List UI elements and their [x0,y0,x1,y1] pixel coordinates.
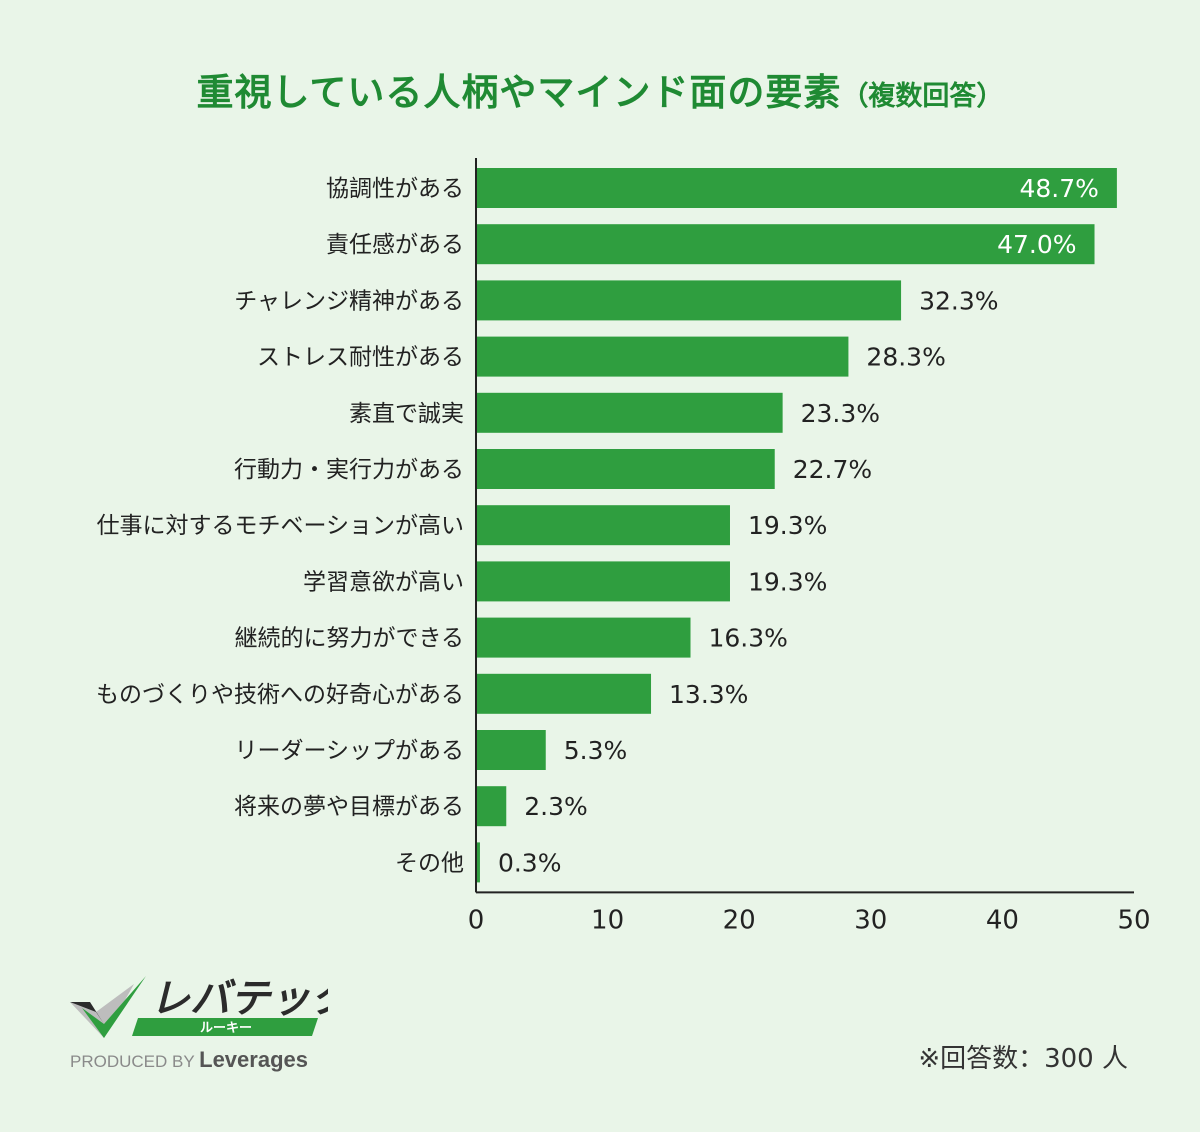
checkmark-logo-icon [70,976,146,1038]
data-label: 28.3% [866,343,945,372]
bar [476,449,775,489]
x-tick-label: 50 [1117,905,1150,935]
data-label: 13.3% [669,680,748,709]
x-tick-label: 0 [468,905,485,935]
category-label: 継続的に努力ができる [234,626,464,652]
bar [476,730,546,770]
company-name: Leverages [199,1047,308,1072]
bar [476,786,507,827]
data-label: 16.3% [709,624,788,653]
bar-chart: 協調性がある 48.7% 責任感がある 47.0% チャレンジ精神がある 32.3% ストレ… [96,158,1151,935]
produced-by: PRODUCED BY Leverages [70,1047,308,1073]
category-label: 行動力・実行力がある [234,457,464,483]
bar [476,842,480,883]
logo-sub-text: ルーキー [200,1021,252,1036]
x-tick-label: 20 [723,905,756,935]
x-tick-label: 30 [854,905,887,935]
chart-title-main: 重視している人柄やマインド面の要素 [196,71,842,114]
category-label: チャレンジ精神がある [234,288,464,314]
data-label: 19.3% [748,511,827,540]
category-label: その他 [395,850,464,876]
category-label: ストレス耐性がある [257,345,464,371]
data-label: 5.3% [564,736,628,765]
category-label: 協調性がある [326,176,464,202]
bar [476,561,730,602]
data-label: 48.7% [1019,174,1098,203]
data-label: 23.3% [801,399,880,428]
category-label: 責任感がある [326,232,464,258]
category-label: 素直で誠実 [349,401,464,427]
category-label: 仕事に対するモチベーションが高い [96,513,464,539]
bar [476,336,849,377]
respondent-count-note: ※回答数：300 人 [918,1044,1128,1074]
category-label: ものづくりや技術への好奇心がある [96,682,464,708]
bar [476,617,691,658]
data-label: 2.3% [524,792,588,821]
chart-title-sub: （複数回答） [841,81,1004,112]
bar [476,280,902,321]
bar [476,673,652,714]
bar [476,392,783,433]
category-label: 将来の夢や目標がある [234,794,464,820]
bar [476,505,730,546]
chart-title: 重視している人柄やマインド面の要素（複数回答） [0,62,1200,116]
data-label: 0.3% [498,848,562,877]
category-label: リーダーシップがある [234,738,464,764]
data-label: 47.0% [997,230,1076,259]
category-label: 学習意欲が高い [303,569,464,595]
logo-sub-band [132,1018,318,1036]
logo-text: レバテック [150,976,328,1022]
bar [476,224,1095,265]
x-tick-label: 10 [591,905,624,935]
data-label: 19.3% [748,567,827,596]
x-tick-label: 40 [986,905,1019,935]
brand-logo: レバテック ルーキー [70,976,328,1038]
produced-by-label: PRODUCED BY [70,1052,195,1071]
data-label: 32.3% [919,286,998,315]
bar [476,168,1117,208]
data-label: 22.7% [793,455,872,484]
